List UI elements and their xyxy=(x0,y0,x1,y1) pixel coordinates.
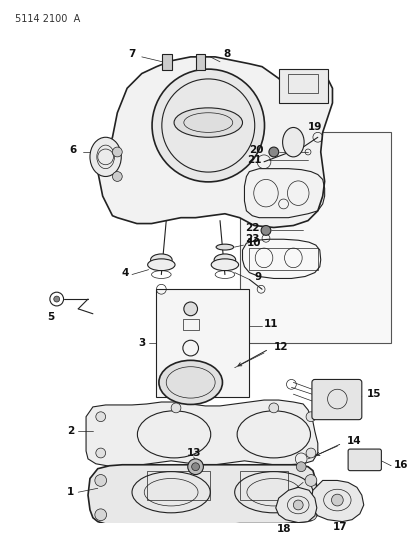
Text: 1: 1 xyxy=(67,487,74,497)
Ellipse shape xyxy=(216,244,233,250)
Circle shape xyxy=(183,302,197,316)
Polygon shape xyxy=(88,465,318,526)
FancyBboxPatch shape xyxy=(311,379,361,419)
Bar xyxy=(239,132,390,343)
Polygon shape xyxy=(86,400,317,467)
Circle shape xyxy=(306,448,315,458)
Circle shape xyxy=(304,509,316,521)
Ellipse shape xyxy=(282,127,303,157)
Circle shape xyxy=(171,403,180,413)
Bar xyxy=(239,471,288,500)
Ellipse shape xyxy=(213,254,235,266)
Text: 10: 10 xyxy=(246,238,260,248)
Ellipse shape xyxy=(147,259,175,271)
Circle shape xyxy=(54,296,59,302)
Bar xyxy=(146,471,210,500)
Text: 12: 12 xyxy=(273,342,288,352)
Bar xyxy=(278,69,327,103)
Ellipse shape xyxy=(152,69,264,182)
Circle shape xyxy=(296,462,306,472)
Ellipse shape xyxy=(90,138,121,176)
Circle shape xyxy=(187,459,203,474)
Bar xyxy=(249,248,317,270)
Bar xyxy=(288,74,317,93)
Circle shape xyxy=(94,509,106,521)
Text: 19: 19 xyxy=(307,123,321,133)
Polygon shape xyxy=(98,57,332,228)
Text: 4: 4 xyxy=(121,268,128,278)
Polygon shape xyxy=(275,487,316,523)
Ellipse shape xyxy=(159,360,222,405)
Text: 6: 6 xyxy=(70,145,77,155)
Text: 11: 11 xyxy=(263,319,278,328)
Bar xyxy=(162,54,172,70)
Ellipse shape xyxy=(174,108,242,138)
Circle shape xyxy=(268,147,278,157)
Text: 16: 16 xyxy=(393,460,408,470)
Text: 17: 17 xyxy=(332,521,347,531)
Polygon shape xyxy=(310,480,363,522)
Text: 5: 5 xyxy=(47,312,54,322)
Circle shape xyxy=(112,147,122,157)
Circle shape xyxy=(331,494,342,506)
Bar xyxy=(195,54,205,70)
Text: 22: 22 xyxy=(244,223,258,233)
Text: 21: 21 xyxy=(247,155,261,165)
Circle shape xyxy=(96,448,106,458)
Text: 9: 9 xyxy=(254,272,261,282)
Text: 2: 2 xyxy=(67,426,74,437)
Bar xyxy=(182,319,198,330)
Text: 23: 23 xyxy=(244,234,258,244)
FancyBboxPatch shape xyxy=(347,449,380,471)
Circle shape xyxy=(112,172,122,181)
Text: 5114 2100  A: 5114 2100 A xyxy=(15,14,80,24)
Circle shape xyxy=(191,463,199,471)
Circle shape xyxy=(261,225,270,236)
Circle shape xyxy=(293,500,302,510)
Bar xyxy=(156,289,249,397)
Ellipse shape xyxy=(211,259,238,271)
Circle shape xyxy=(96,412,106,422)
Text: 8: 8 xyxy=(222,49,230,59)
Circle shape xyxy=(268,403,278,413)
Text: 3: 3 xyxy=(138,338,145,348)
Text: 13: 13 xyxy=(186,448,200,458)
Circle shape xyxy=(304,474,316,486)
Text: 18: 18 xyxy=(276,524,290,533)
Text: 14: 14 xyxy=(346,436,361,446)
Circle shape xyxy=(306,412,315,422)
Text: 20: 20 xyxy=(249,145,263,155)
Text: 7: 7 xyxy=(128,49,135,59)
Circle shape xyxy=(94,474,106,486)
Ellipse shape xyxy=(150,254,172,266)
Text: 15: 15 xyxy=(366,389,380,399)
